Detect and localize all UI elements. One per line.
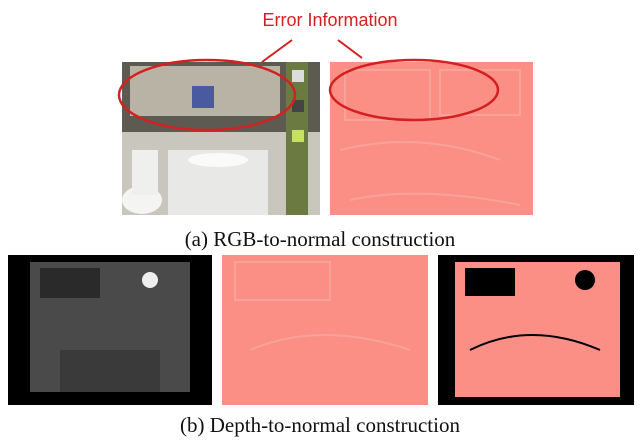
caption: (a) RGB-to-normal construction (185, 227, 456, 251)
figure: Error Information (a) RGB-to-normal cons… (0, 0, 642, 446)
page: Error Information (a) RGB-to-normal cons… (0, 0, 642, 446)
depth-image (8, 255, 212, 405)
caption: (b) Depth-to-normal construction (180, 413, 460, 437)
arrow (338, 40, 362, 58)
annotation: Error Information (262, 10, 397, 30)
depth-normal-image (222, 255, 428, 405)
normal-image (330, 62, 533, 215)
arrow (262, 40, 292, 62)
masked-normal-image (438, 255, 634, 405)
